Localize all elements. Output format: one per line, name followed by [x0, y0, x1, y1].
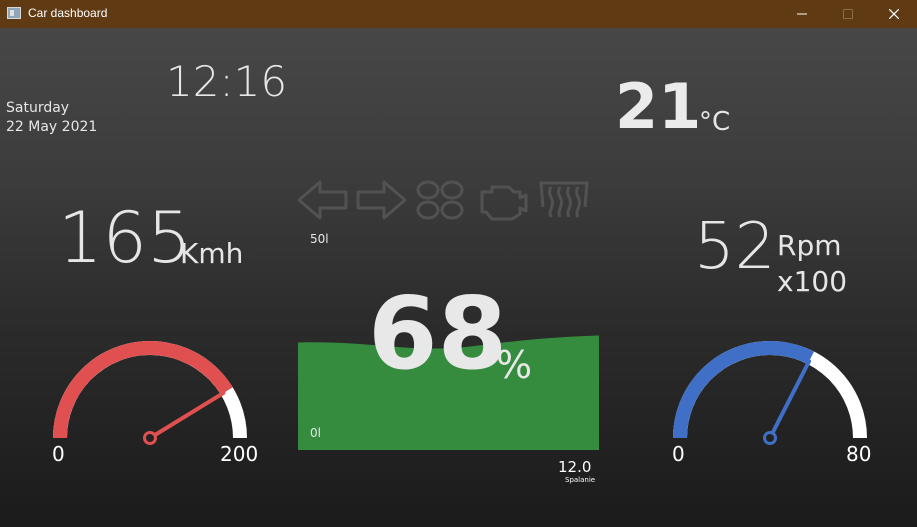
close-icon — [889, 9, 899, 19]
maximize-button[interactable] — [825, 0, 871, 28]
fuel-tank — [298, 335, 599, 450]
close-button[interactable] — [871, 0, 917, 28]
speed-gauge-min-label: 0 — [52, 442, 65, 466]
speed-value: 165 — [58, 197, 192, 279]
speed-gauge-track — [53, 341, 247, 439]
rpm-gauge-max-label: 80 — [846, 442, 872, 466]
speed-gauge-needle — [153, 391, 226, 437]
fuel-percent-value: 68 — [368, 275, 508, 392]
rpm-gauge-hub — [763, 431, 777, 445]
fuel-consumption-value: 12.0 — [558, 458, 592, 476]
check-engine-icon — [480, 185, 528, 221]
speed-unit: Kmh — [180, 237, 244, 270]
window-title: Car dashboard — [28, 6, 108, 20]
speed-gauge — [53, 341, 247, 445]
temperature-value: 21 — [615, 70, 702, 143]
app-icon — [7, 7, 21, 19]
fuel-top-label: 50l — [310, 232, 329, 246]
minimize-icon — [797, 13, 807, 15]
rpm-unit-line2: x100 — [777, 265, 848, 298]
glow-plug-icon — [416, 180, 464, 220]
fuel-consumption-label: Spalanie — [565, 476, 596, 484]
rpm-value: 52 — [694, 210, 776, 284]
right-turn-signal-icon — [356, 180, 407, 220]
rpm-gauge — [673, 341, 867, 445]
speed-gauge-fill — [53, 341, 233, 439]
rpm-gauge-min-label: 0 — [672, 442, 685, 466]
speed-gauge-hub — [143, 431, 157, 445]
fuel-level-fill — [298, 335, 599, 450]
rpm-unit-line1: Rpm — [777, 229, 842, 262]
dashboard: 12:16 Saturday 22 May 2021 21 °C — [0, 28, 917, 527]
clock-time: 12:16 — [166, 57, 288, 106]
temperature-unit: °C — [699, 107, 731, 137]
defroster-icon — [539, 181, 589, 218]
window-titlebar: Car dashboard — [0, 0, 917, 28]
speed-gauge-max-label: 200 — [220, 442, 259, 466]
maximize-icon — [843, 9, 853, 19]
clock-day: Saturday — [6, 100, 70, 116]
clock-date: 22 May 2021 — [6, 119, 98, 135]
fuel-percent-sign: % — [496, 343, 533, 387]
indicator-bar — [297, 180, 589, 221]
fuel-bottom-label: 0l — [310, 426, 321, 440]
rpm-gauge-fill — [673, 341, 815, 439]
minimize-button[interactable] — [779, 0, 825, 28]
left-turn-signal-icon — [297, 180, 348, 220]
rpm-gauge-needle — [770, 359, 812, 435]
rpm-gauge-track — [673, 341, 867, 439]
